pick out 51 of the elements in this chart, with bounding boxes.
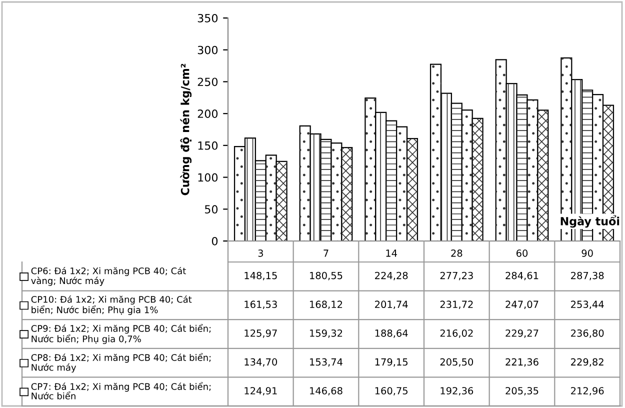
y-tick-label: 50 xyxy=(204,205,218,214)
data-label: 188,64 xyxy=(375,329,408,338)
data-label: 134,70 xyxy=(244,358,278,367)
data-label: 212,96 xyxy=(571,387,604,396)
x-tick-label: 3 xyxy=(258,250,263,257)
data-label: 180,55 xyxy=(310,272,342,280)
y-tick-label: 300 xyxy=(198,46,218,54)
data-label: 229,82 xyxy=(571,358,604,367)
x-tick-label: 90 xyxy=(582,250,593,257)
legend-label: CP7: Đá 1x2; Xi măng PCB 40; Cát biển; Nước biển xyxy=(31,382,211,400)
data-label: 124,91 xyxy=(244,387,277,396)
data-label: 231,72 xyxy=(440,300,473,310)
data-label: 161,53 xyxy=(244,300,277,310)
data-label: 159,32 xyxy=(310,329,342,338)
data-label: 160,75 xyxy=(375,387,408,396)
data-label: 284,61 xyxy=(506,272,538,280)
y-tick-label: 350 xyxy=(198,14,218,22)
data-label: 205,50 xyxy=(440,358,474,367)
y-tick-label: 100 xyxy=(198,173,218,182)
data-label: 224,28 xyxy=(375,272,408,280)
y-tick-label: 0 xyxy=(212,236,218,246)
y-tick-label: 150 xyxy=(198,141,218,150)
y-tick-label: 250 xyxy=(198,78,218,86)
x-axis-title: Ngày tuổi xyxy=(560,215,620,228)
x-tick-label: 60 xyxy=(516,250,528,257)
legend-label: CP8: Đá 1x2; Xi măng PCB 40; Cát biển; Nước máy xyxy=(31,353,211,373)
data-label: 148,15 xyxy=(244,272,277,280)
data-label: 221,36 xyxy=(506,358,538,367)
x-tick-label: 7 xyxy=(324,250,328,257)
y-tick-label: 200 xyxy=(198,110,218,118)
data-label: 277,23 xyxy=(440,272,473,280)
legend-label: CP9: Đá 1x2; Xi măng PCB 40; Cát biển; Nước biển; Phụ gia 0,7% xyxy=(31,324,211,344)
data-label: 168,12 xyxy=(310,300,342,310)
data-label: 216,02 xyxy=(440,329,473,338)
data-label: 125,97 xyxy=(244,329,277,338)
legend-label: CP6: Đá 1x2; Xi măng PCB 40; Cát vàng; Nước máy xyxy=(31,266,186,286)
data-label: 153,74 xyxy=(310,358,342,367)
data-label: 247,07 xyxy=(506,300,538,310)
data-label: 253,44 xyxy=(571,300,604,310)
data-label: 229,27 xyxy=(506,329,538,338)
legend-label: CP10: Đá 1x2; Xi măng PCB 40; Cát biển; Nước biển; Phụ gia 1% xyxy=(31,295,192,315)
y-axis-title: Cường độ nén kg/cm² xyxy=(180,64,192,196)
data-label: 192,36 xyxy=(440,387,474,396)
data-label: 179,15 xyxy=(375,358,408,367)
data-label: 205,35 xyxy=(506,387,538,396)
data-label: 146,68 xyxy=(310,387,342,396)
x-tick-label: 28 xyxy=(451,250,462,257)
x-tick-label: 14 xyxy=(386,250,397,257)
data-label: 287,38 xyxy=(571,272,604,280)
data-label: 201,74 xyxy=(375,300,408,310)
data-label: 236,80 xyxy=(571,329,604,338)
